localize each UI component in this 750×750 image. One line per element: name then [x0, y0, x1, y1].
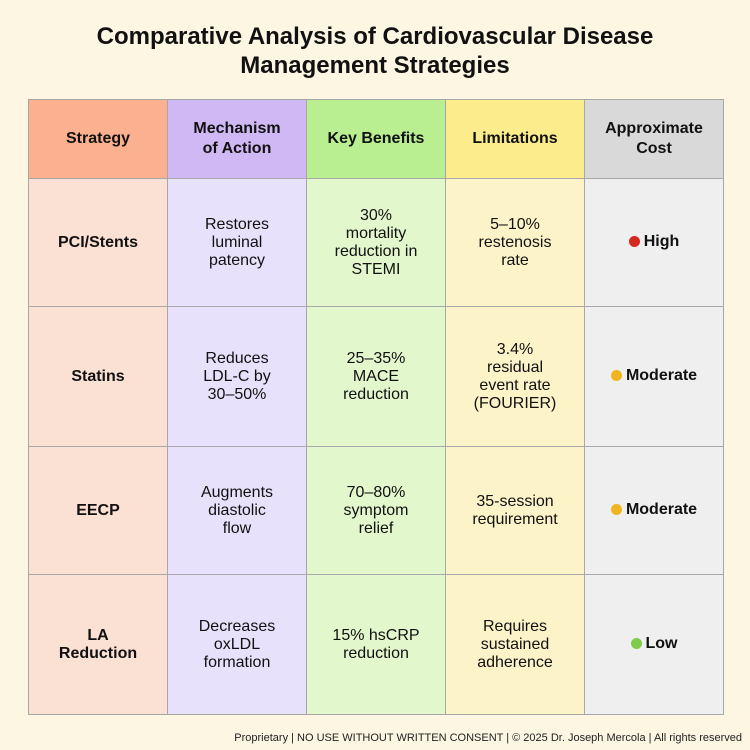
cell-text-line: 25–35% — [346, 349, 406, 367]
cell-text-line: adherence — [477, 653, 553, 671]
cell-text-line: Reduces — [205, 349, 269, 367]
cost-indicator: Moderate — [610, 500, 698, 519]
header-mechanism: Mechanism of Action — [167, 99, 307, 179]
cell-text-line: Strategy — [65, 130, 131, 147]
cell-text-line: STEMI — [351, 260, 401, 278]
cell-text-line: of Action — [202, 140, 272, 157]
cell-strategy: Statins — [28, 306, 168, 447]
cost-dot-icon — [630, 638, 642, 650]
cell-strategy: EECP — [28, 446, 168, 575]
header-cost: Approximate Cost — [584, 99, 724, 179]
cell-text-line: LA — [87, 626, 109, 644]
cell-text-line: 5–10% — [490, 215, 540, 233]
title-line-2: Management Strategies — [240, 52, 510, 79]
cell-benefits: 25–35% MACE reduction — [306, 306, 446, 447]
cell-text-line: Key Benefits — [327, 130, 425, 147]
cell-text-line: oxLDL — [213, 635, 261, 653]
cost-indicator: Low — [630, 634, 678, 653]
table-row: LA Reduction Decreases oxLDL formation 15% … — [28, 574, 724, 715]
table-row: EECP Augments diastolic flow 70–80% symptom… — [28, 446, 724, 575]
cell-text-line: 35-session — [476, 492, 554, 510]
cell-benefits: 15% hsCRP reduction — [306, 574, 446, 715]
cell-mechanism: Decreases oxLDL formation — [167, 574, 307, 715]
cell-mechanism: Reduces LDL-C by 30–50% — [167, 306, 307, 447]
cell-limitations: 35-session requirement — [445, 446, 585, 575]
cell-text-line: flow — [222, 519, 252, 537]
header-row: Strategy Mechanism of Action Key Benefits… — [28, 99, 724, 179]
cell-strategy: LA Reduction — [28, 574, 168, 715]
table-row: Statins Reduces LDL-C by 30–50% 25–35% MACE… — [28, 306, 724, 447]
cell-cost: Moderate — [584, 306, 724, 447]
cell-limitations: 5–10% restenosis rate — [445, 178, 585, 307]
cell-benefits: 70–80% symptom relief — [306, 446, 446, 575]
cell-text-line: 30% — [359, 206, 393, 224]
cell-text-line: formation — [203, 653, 271, 671]
cost-dot-icon — [628, 236, 640, 248]
cell-text-line: Requires — [482, 617, 548, 635]
cell-text-line: 15% hsCRP — [332, 626, 420, 644]
cell-text-line: relief — [358, 519, 394, 537]
cell-text-line: Limitations — [472, 130, 558, 147]
cell-text-line: symptom — [343, 501, 409, 519]
copyright-footer: Proprietary | NO USE WITHOUT WRITTEN CON… — [234, 732, 742, 744]
cell-limitations: Requires sustained adherence — [445, 574, 585, 715]
cell-text-line: Approximate — [605, 120, 703, 137]
cell-text-line: sustained — [480, 635, 550, 653]
cell-text-line: Augments — [200, 483, 274, 501]
cell-mechanism: Restores luminal patency — [167, 178, 307, 307]
cell-text-line: Cost — [636, 140, 672, 157]
cell-text-line: Mechanism — [193, 120, 281, 137]
cost-indicator: High — [628, 232, 680, 251]
cell-text-line: 70–80% — [346, 483, 406, 501]
header-benefits: Key Benefits — [306, 99, 446, 179]
page-title: Comparative Analysis of Cardiovascular D… — [0, 22, 750, 80]
cell-strategy: PCI/Stents — [28, 178, 168, 307]
cell-benefits: 30% mortality reduction in STEMI — [306, 178, 446, 307]
cell-text-line: EECP — [76, 501, 120, 519]
cell-text-line: Decreases — [198, 617, 276, 635]
cell-text-line: Statins — [71, 367, 125, 385]
cell-text-line: LDL-C by — [203, 367, 271, 385]
cell-text-line: restenosis — [478, 233, 552, 251]
cost-label: Moderate — [625, 500, 698, 518]
cell-cost: High — [584, 178, 724, 307]
cell-text-line: residual — [486, 358, 544, 376]
title-line-1: Comparative Analysis of Cardiovascular D… — [96, 23, 654, 50]
cell-text-line: 30–50% — [207, 385, 267, 403]
cell-text-line: event rate — [479, 376, 551, 394]
cell-text-line: patency — [208, 251, 266, 269]
cell-text-line: luminal — [211, 233, 263, 251]
cell-cost: Moderate — [584, 446, 724, 575]
cell-text-line: Restores — [204, 215, 270, 233]
cost-label: High — [643, 232, 680, 250]
cell-text-line: Reduction — [58, 644, 138, 662]
cost-indicator: Moderate — [610, 366, 698, 385]
cell-text-line: reduction — [343, 644, 409, 662]
cell-text-line: 3.4% — [496, 340, 534, 358]
cost-label: Low — [645, 634, 678, 652]
cost-label: Moderate — [625, 366, 698, 384]
cell-text-line: reduction in — [334, 242, 418, 260]
cell-limitations: 3.4% residual event rate (FOURIER) — [445, 306, 585, 447]
cell-text-line: PCI/Stents — [57, 233, 138, 251]
cell-cost: Low — [584, 574, 724, 715]
cell-text-line: (FOURIER) — [473, 394, 557, 412]
cost-dot-icon — [610, 504, 622, 516]
comparison-table: Strategy Mechanism of Action Key Benefits… — [28, 99, 724, 715]
table-row: PCI/Stents Restores luminal patency 30% mor… — [28, 178, 724, 307]
cost-dot-icon — [610, 370, 622, 382]
header-limitations: Limitations — [445, 99, 585, 179]
cell-text-line: MACE — [352, 367, 400, 385]
cell-text-line: rate — [501, 251, 529, 269]
cell-text-line: mortality — [345, 224, 407, 242]
cell-text-line: requirement — [472, 510, 558, 528]
cell-text-line: diastolic — [208, 501, 266, 519]
header-strategy: Strategy — [28, 99, 168, 179]
cell-mechanism: Augments diastolic flow — [167, 446, 307, 575]
cell-text-line: reduction — [343, 385, 409, 403]
